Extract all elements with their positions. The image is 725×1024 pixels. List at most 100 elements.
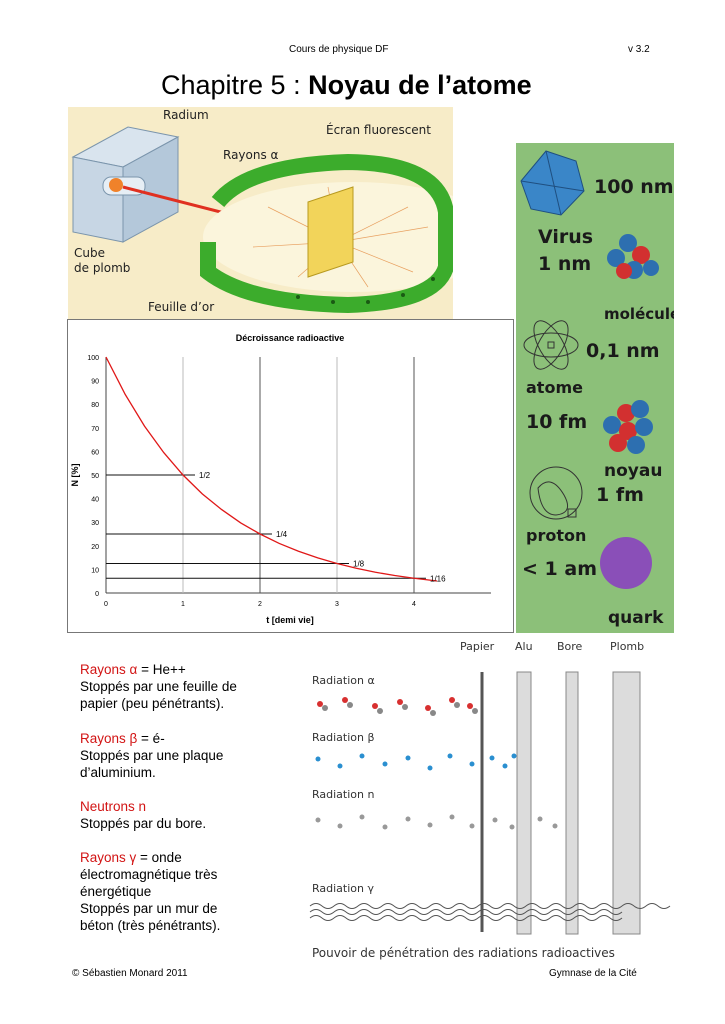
y-tick-label: 60 (91, 449, 99, 456)
gamma-line-1: électromagnétique très (80, 867, 218, 882)
alpha-def: = He++ (137, 662, 186, 677)
y-tick-label: 20 (91, 544, 99, 551)
x-tick-label: 0 (104, 601, 108, 608)
gamma-name: Rayons γ (80, 850, 137, 865)
row-alpha: Radiation α (312, 674, 375, 687)
alpha-description: Rayons α = He++ Stoppés par une feuille … (80, 661, 237, 712)
label-01nm: 0,1 nm (586, 340, 660, 362)
label-proton: proton (526, 526, 586, 545)
x-tick-label: 1 (181, 601, 185, 608)
footer-school: Gymnase de la Cité (549, 968, 637, 979)
col-bore: Bore (557, 640, 583, 653)
half-life-label: 1/8 (353, 560, 365, 569)
y-tick-label: 30 (91, 520, 99, 527)
radium-source (109, 178, 123, 192)
alu-barrier (516, 671, 532, 935)
quark-icon (600, 537, 652, 589)
chart-xlabel: t [demi vie] (266, 615, 314, 625)
label-1am: < 1 am (522, 558, 597, 580)
label-noyau: noyau (604, 461, 662, 481)
decay-chart-svg: Décroissance radioactive 010203040506070… (70, 333, 491, 625)
label-radium: Radium (163, 108, 209, 122)
y-tick-label: 10 (91, 567, 99, 574)
gamma-def: = onde (136, 850, 182, 865)
beta-particles (315, 753, 517, 771)
molecule-icon (607, 234, 659, 279)
neutron-name: Neutrons n (80, 799, 147, 814)
nucleus-icon (603, 400, 653, 454)
footer-copyright: © Sébastien Monard 2011 (72, 968, 188, 979)
label-ecran: Écran fluorescent (326, 122, 431, 137)
alpha-line-2: papier (peu pénétrants). (80, 696, 225, 711)
decay-curve (105, 356, 438, 582)
label-cube-2: de plomb (74, 261, 130, 275)
header-course: Cours de physique DF (289, 44, 389, 55)
gamma-description: Rayons γ = onde électromagnétique très é… (80, 849, 220, 934)
label-10fm: 10 fm (526, 411, 587, 433)
x-tick-label: 4 (412, 601, 416, 608)
row-n: Radiation n (312, 788, 374, 801)
half-life-label: 1/16 (430, 574, 446, 583)
alpha-particles (317, 697, 478, 716)
label-quark: quark (608, 608, 664, 628)
atom-icon (523, 320, 579, 370)
scale-figure: 100 nm Virus 1 nm molécule 0,1 nm atome … (516, 143, 674, 633)
rutherford-illustration: Radium Écran fluorescent Rayons α Cube d… (68, 107, 453, 322)
y-tick-label: 40 (91, 497, 99, 504)
half-life-label: 1/2 (199, 471, 211, 480)
label-cube-1: Cube (74, 246, 105, 260)
penetration-caption: Pouvoir de pénétration des radiations ra… (312, 946, 615, 960)
beta-line-1: Stoppés par une plaque (80, 748, 224, 763)
alpha-name: Rayons α (80, 662, 138, 677)
y-tick-label: 0 (95, 591, 99, 598)
label-1nm: 1 nm (538, 253, 591, 275)
chart-ylabel: N [%] (70, 464, 80, 487)
col-alu: Alu (515, 640, 533, 653)
y-tick-label: 50 (91, 473, 99, 480)
label-feuille: Feuille d’or (148, 300, 214, 314)
label-100nm: 100 nm (594, 176, 674, 198)
gamma-line-3: Stoppés par un mur de (80, 901, 218, 916)
title-prefix: Chapitre 5 : (161, 70, 309, 100)
col-plomb: Plomb (610, 640, 644, 653)
lead-cube (71, 126, 180, 243)
chart-title: Décroissance radioactive (236, 333, 345, 343)
beta-line-2: d’aluminium. (80, 765, 156, 780)
row-gamma: Radiation γ (312, 882, 374, 895)
y-tick-label: 100 (87, 355, 99, 362)
rutherford-figure: Radium Écran fluorescent Rayons α Cube d… (68, 107, 453, 322)
alpha-line-1: Stoppés par une feuille de (80, 679, 237, 694)
scale-illustration: 100 nm Virus 1 nm molécule 0,1 nm atome … (516, 143, 674, 633)
label-atome: atome (526, 378, 583, 397)
y-tick-label: 80 (91, 402, 99, 409)
label-1fm: 1 fm (596, 484, 644, 506)
beta-name: Rayons β (80, 731, 138, 746)
lead-barrier (612, 671, 641, 935)
neutron-line-1: Stoppés par du bore. (80, 816, 207, 831)
page-title: Chapitre 5 : Noyau de l’atome (161, 70, 532, 101)
neutron-description: Neutrons n Stoppés par du bore. (80, 798, 206, 832)
gold-foil (307, 186, 354, 278)
bore-barrier (565, 671, 579, 935)
col-papier: Papier (460, 640, 495, 653)
penetration-illustration: Papier Alu Bore Plomb Radiation α Radiat… (309, 640, 671, 960)
y-tick-label: 70 (91, 426, 99, 433)
row-beta: Radiation β (312, 731, 375, 744)
label-rayons: Rayons α (223, 148, 279, 162)
beta-description: Rayons β = é- Stoppés par une plaque d’a… (80, 730, 223, 781)
neutron-particles (315, 814, 558, 830)
gamma-waves (309, 903, 671, 921)
x-tick-label: 3 (335, 601, 339, 608)
half-life-label: 1/4 (276, 530, 288, 539)
gamma-line-2: énergétique (80, 884, 152, 899)
x-tick-label: 2 (258, 601, 262, 608)
gamma-line-4: béton (très pénétrants). (80, 918, 221, 933)
label-molecule: molécule (604, 305, 674, 323)
penetration-figure: Papier Alu Bore Plomb Radiation α Radiat… (300, 634, 690, 964)
proton-icon (529, 466, 583, 520)
decay-chart: Décroissance radioactive 0 10 20 30 40 50 60 70… (67, 319, 514, 633)
header-version: v 3.2 (628, 44, 650, 55)
y-tick-label: 90 (91, 379, 99, 386)
title-bold: Noyau de l’atome (308, 70, 532, 100)
beta-def: = é- (137, 731, 165, 746)
